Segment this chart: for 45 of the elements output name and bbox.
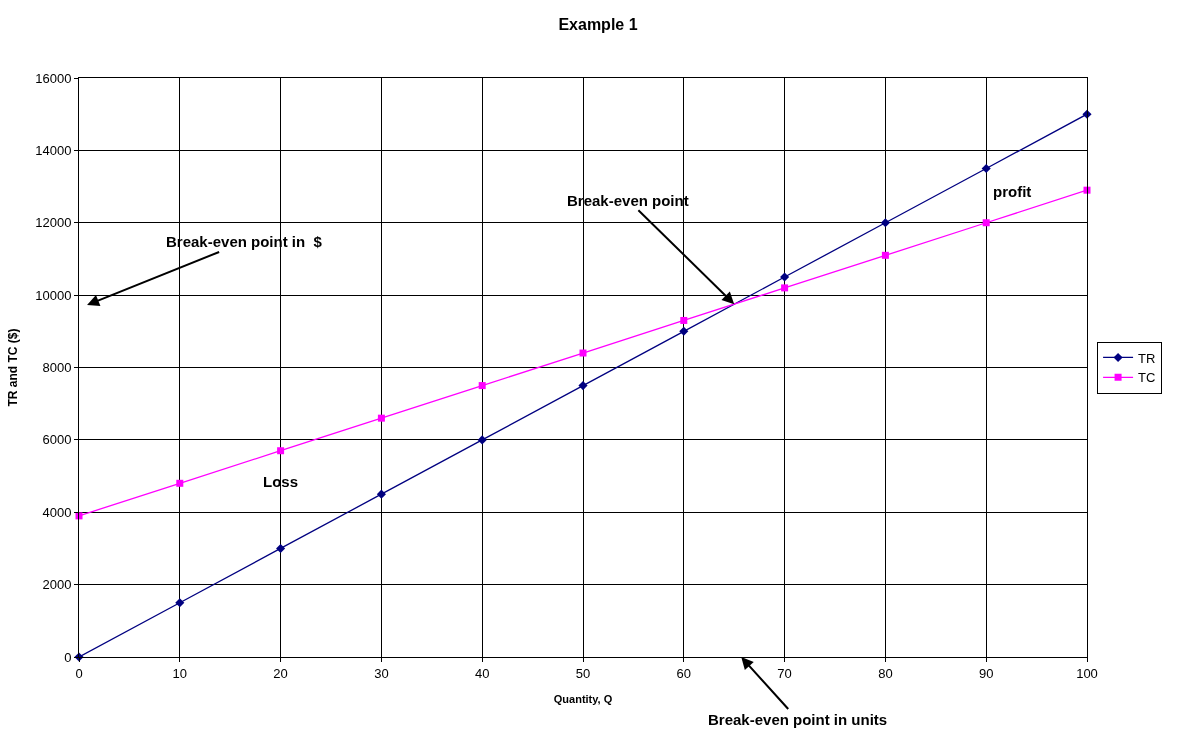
point bbox=[377, 414, 385, 422]
x-tick-label: 20 bbox=[273, 665, 288, 681]
x-tick-label: 90 bbox=[978, 665, 994, 681]
x-tick-label: 50 bbox=[575, 665, 591, 681]
y-tick-label: 8000 bbox=[42, 360, 72, 376]
point bbox=[881, 251, 889, 259]
point bbox=[981, 163, 991, 174]
y-tick-label: 0 bbox=[64, 649, 72, 665]
x-tick-label: 70 bbox=[777, 665, 792, 681]
point bbox=[277, 447, 285, 455]
point bbox=[478, 382, 486, 390]
x-tick-label: 80 bbox=[878, 665, 893, 681]
text: Break-even point in units bbox=[708, 711, 888, 728]
point bbox=[376, 489, 386, 499]
y-tick-label: 16000 bbox=[35, 70, 72, 86]
x-tick-label: 30 bbox=[374, 665, 389, 681]
point bbox=[276, 543, 286, 553]
annotation: profit bbox=[993, 183, 1032, 200]
point bbox=[680, 316, 688, 324]
x-tick-label: 40 bbox=[474, 665, 490, 681]
x-axis-title: Quantity, Q bbox=[553, 692, 613, 705]
point bbox=[579, 349, 587, 357]
point bbox=[477, 435, 487, 445]
y-tick-label: 10000 bbox=[35, 287, 72, 303]
legend-label: TC bbox=[1138, 370, 1156, 386]
point bbox=[982, 219, 990, 227]
x-tick-label: 10 bbox=[172, 665, 188, 681]
y-tick-label: 2000 bbox=[42, 577, 72, 593]
y-tick-label: 12000 bbox=[35, 215, 72, 231]
point bbox=[176, 479, 184, 487]
y-tick-label: 6000 bbox=[42, 432, 72, 448]
point bbox=[880, 218, 890, 228]
x-tick-label: 0 bbox=[75, 665, 83, 681]
point bbox=[781, 284, 789, 292]
point bbox=[578, 381, 588, 391]
chart-title: Example 1 bbox=[558, 15, 638, 33]
point bbox=[679, 326, 689, 336]
x-tick-label: 60 bbox=[676, 665, 692, 681]
x-tick-label: 100 bbox=[1076, 665, 1098, 681]
y-tick-label: 14000 bbox=[35, 142, 72, 158]
y-axis-title: TR and TC ($) bbox=[5, 328, 20, 407]
legend-label: TR bbox=[1138, 350, 1156, 366]
point bbox=[780, 272, 790, 282]
y-tick-label: 4000 bbox=[42, 504, 72, 520]
point bbox=[175, 598, 185, 608]
